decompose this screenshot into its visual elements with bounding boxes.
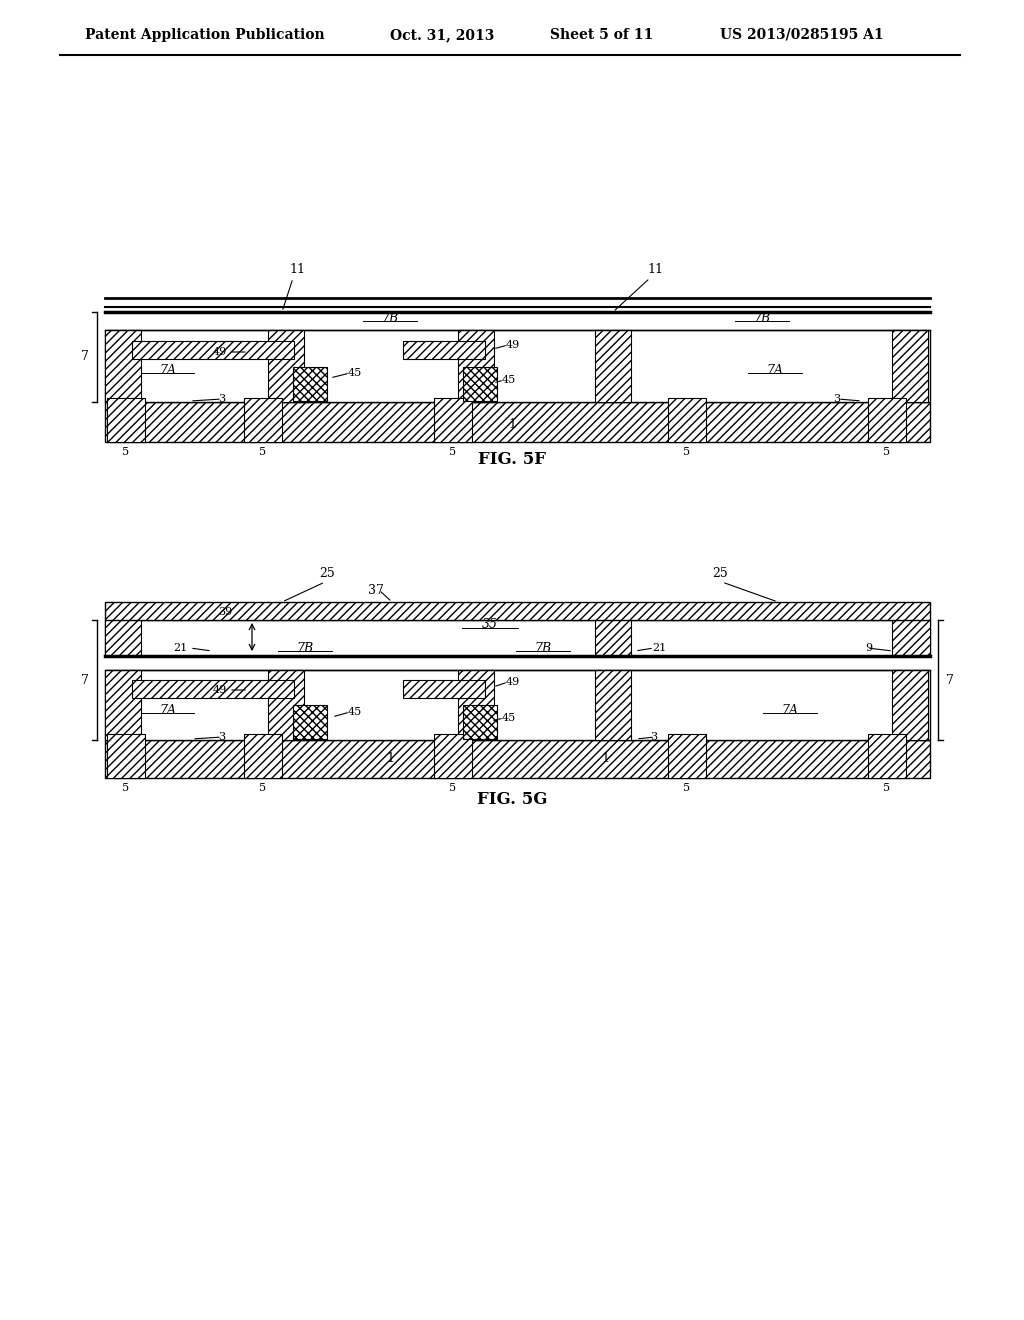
Text: 7B: 7B (381, 312, 398, 325)
Text: 5: 5 (123, 783, 130, 793)
Text: 21: 21 (652, 643, 667, 653)
Text: 7B: 7B (296, 642, 313, 655)
Text: 25: 25 (712, 568, 728, 579)
Bar (293, 705, 327, 739)
Bar (463, 705, 497, 739)
Text: 49: 49 (213, 347, 227, 356)
Bar (403, 680, 485, 698)
Text: Sheet 5 of 11: Sheet 5 of 11 (550, 28, 653, 42)
Text: 5: 5 (259, 447, 266, 457)
Text: 7: 7 (81, 673, 89, 686)
Bar (244, 734, 282, 777)
Text: 5: 5 (450, 783, 457, 793)
Bar (105, 620, 930, 656)
Bar (458, 671, 494, 741)
Bar (434, 399, 472, 442)
Text: 21: 21 (174, 643, 188, 653)
Text: 7A: 7A (767, 363, 783, 376)
Text: 7B: 7B (535, 642, 552, 655)
Bar (868, 734, 906, 777)
Text: 11: 11 (647, 263, 663, 276)
Text: 1: 1 (508, 417, 516, 430)
Text: 1: 1 (386, 751, 394, 764)
Bar (595, 620, 631, 656)
Text: 45: 45 (502, 375, 516, 385)
Bar (892, 671, 928, 741)
Text: 45: 45 (502, 713, 516, 723)
Text: 11: 11 (289, 263, 305, 276)
Bar (106, 734, 145, 777)
Text: 5: 5 (450, 447, 457, 457)
Bar (595, 671, 631, 741)
Text: Patent Application Publication: Patent Application Publication (85, 28, 325, 42)
Bar (105, 403, 930, 442)
Bar (105, 330, 141, 403)
Text: 3: 3 (833, 393, 840, 404)
Text: 7B: 7B (754, 312, 771, 325)
Bar (434, 734, 472, 777)
Bar (268, 671, 304, 741)
Bar (105, 330, 930, 403)
Text: 5: 5 (683, 783, 690, 793)
Text: 5: 5 (884, 447, 891, 457)
Text: 3: 3 (218, 393, 225, 404)
Bar (105, 602, 930, 620)
Text: 49: 49 (506, 677, 520, 686)
Bar (106, 399, 145, 442)
Bar (868, 399, 906, 442)
Text: 7: 7 (946, 673, 954, 686)
Text: 25: 25 (319, 568, 335, 579)
Bar (892, 620, 930, 656)
Text: 5: 5 (683, 447, 690, 457)
Text: 7A: 7A (160, 704, 176, 717)
Bar (458, 330, 494, 403)
Text: 35: 35 (482, 619, 498, 631)
Text: FIG. 5F: FIG. 5F (478, 451, 546, 469)
Text: FIG. 5G: FIG. 5G (477, 792, 547, 808)
Text: 7A: 7A (781, 704, 799, 717)
Bar (105, 741, 930, 777)
Text: 9: 9 (865, 643, 872, 653)
Bar (105, 620, 141, 656)
Text: 3: 3 (650, 733, 657, 742)
Text: 49: 49 (213, 685, 227, 696)
Bar (105, 671, 141, 741)
Text: 5: 5 (259, 783, 266, 793)
Text: 45: 45 (348, 368, 362, 378)
Bar (268, 330, 304, 403)
Text: 3: 3 (218, 733, 225, 742)
Bar (105, 671, 930, 741)
Bar (132, 680, 294, 698)
Text: Oct. 31, 2013: Oct. 31, 2013 (390, 28, 495, 42)
Bar (403, 341, 485, 359)
Text: 5: 5 (884, 783, 891, 793)
Text: 7: 7 (81, 351, 89, 363)
Bar (132, 341, 294, 359)
Text: 5: 5 (123, 447, 130, 457)
Text: 45: 45 (348, 708, 362, 717)
Text: 39: 39 (218, 607, 232, 616)
Text: 7A: 7A (160, 363, 176, 376)
Bar (244, 399, 282, 442)
Text: US 2013/0285195 A1: US 2013/0285195 A1 (720, 28, 884, 42)
Bar (668, 734, 706, 777)
Text: 49: 49 (506, 341, 520, 350)
Text: 37: 37 (368, 583, 384, 597)
Bar (892, 330, 928, 403)
Bar (668, 399, 706, 442)
Bar (595, 330, 631, 403)
Bar (293, 367, 327, 401)
Bar (463, 367, 497, 401)
Text: 1: 1 (601, 751, 609, 764)
